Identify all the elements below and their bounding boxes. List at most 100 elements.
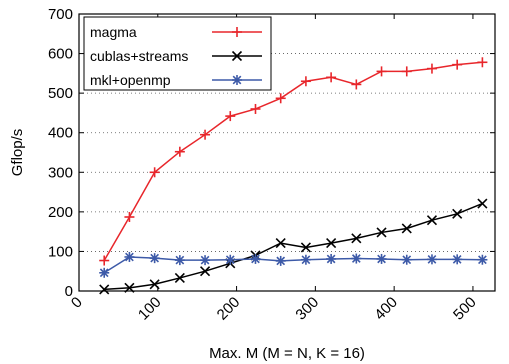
- y-tick-label: 300: [48, 164, 73, 181]
- data-point-stroke: [478, 255, 487, 265]
- y-tick-label: 0: [65, 283, 73, 300]
- data-point: [376, 227, 387, 238]
- data-point-stroke: [377, 254, 386, 264]
- x-tick-label: 200: [214, 294, 244, 324]
- data-point: [99, 267, 110, 278]
- legend-label: magma: [90, 24, 137, 40]
- data-point: [275, 255, 286, 266]
- data-point: [426, 63, 437, 74]
- data-point: [477, 198, 488, 209]
- data-point-stroke: [326, 254, 336, 264]
- data-point-stroke: [174, 272, 185, 284]
- x-axis-title: Max. M (M = N, K = 16): [209, 345, 365, 362]
- data-point-stroke: [301, 255, 311, 265]
- data-point-stroke: [351, 233, 362, 244]
- data-point: [174, 255, 185, 266]
- data-point: [124, 212, 135, 223]
- x-tick-label: 400: [371, 294, 401, 324]
- data-point: [300, 76, 311, 87]
- y-axis-title: Gflop/s: [9, 129, 26, 177]
- plot-frame: [78, 13, 496, 292]
- x-tick-label: 300: [292, 294, 322, 324]
- data-point: [326, 253, 337, 264]
- data-point-stroke: [426, 215, 438, 226]
- legend-label: mkl+openmp: [90, 72, 171, 88]
- legend: magma cublas+streams mkl+openmp: [83, 16, 272, 91]
- data-point-stroke: [199, 266, 211, 277]
- data-point-stroke: [326, 238, 337, 249]
- data-point-stroke: [427, 254, 437, 264]
- data-point-stroke: [452, 208, 463, 219]
- data-point: [200, 255, 211, 266]
- data-point: [99, 255, 110, 266]
- data-point-stroke: [149, 279, 160, 290]
- data-point-stroke: [376, 227, 387, 238]
- series-layer: [99, 57, 488, 295]
- data-point-stroke: [225, 255, 235, 265]
- data-point-stroke: [251, 254, 260, 264]
- data-point-stroke: [477, 198, 488, 209]
- data-point: [351, 79, 362, 90]
- data-point: [199, 266, 211, 277]
- legend-marker: [232, 27, 242, 37]
- data-point-stroke: [275, 238, 286, 249]
- data-point: [401, 254, 412, 265]
- y-tick-label: 200: [48, 204, 73, 221]
- data-point-stroke: [125, 252, 134, 262]
- y-tick-label: 100: [48, 243, 73, 260]
- data-point-stroke: [452, 254, 462, 264]
- data-point: [326, 238, 337, 249]
- data-point: [99, 284, 110, 295]
- series-mkl+openmp: [99, 251, 488, 278]
- data-point: [225, 254, 236, 265]
- data-point: [200, 129, 211, 140]
- data-point-stroke: [200, 255, 210, 265]
- data-point: [452, 208, 463, 219]
- series-line: [103, 256, 483, 274]
- data-point: [351, 233, 362, 244]
- data-point-stroke: [99, 284, 110, 295]
- x-tick-label: 500: [450, 294, 480, 324]
- legend-label: cublas+streams: [90, 48, 188, 64]
- data-point: [174, 272, 185, 284]
- y-tick-label: 700: [48, 6, 73, 23]
- data-point: [426, 215, 438, 226]
- data-point: [426, 254, 437, 265]
- data-point: [149, 167, 160, 178]
- data-point: [250, 103, 261, 114]
- data-point: [376, 253, 387, 264]
- y-tick-label: 400: [48, 125, 73, 142]
- data-point: [300, 242, 311, 253]
- series-magma: [99, 57, 488, 266]
- data-point: [250, 253, 261, 264]
- data-point-stroke: [300, 242, 311, 253]
- legend-marker-stroke: [232, 75, 242, 85]
- axis-ticks: 0 100 200 300 400 500 600 700 0 100 200 300 400 500: [48, 6, 495, 324]
- data-point: [225, 111, 236, 122]
- y-tick-label: 500: [48, 85, 73, 102]
- data-point: [401, 66, 412, 77]
- legend-marker: [231, 50, 243, 62]
- series-line: [103, 61, 483, 261]
- y-tick-label: 600: [48, 46, 73, 63]
- data-point: [477, 254, 488, 265]
- data-point: [300, 254, 311, 265]
- data-point-stroke: [276, 256, 286, 266]
- data-point-stroke: [402, 255, 412, 265]
- data-point: [351, 253, 362, 264]
- x-tick-label: 0: [68, 294, 86, 312]
- legend-marker: [232, 75, 242, 85]
- data-point-stroke: [401, 223, 412, 234]
- data-point: [376, 66, 387, 77]
- data-point: [452, 59, 463, 70]
- data-point: [124, 251, 135, 262]
- series-line: [104, 202, 483, 291]
- data-point: [452, 254, 463, 265]
- series-cublas+streams: [99, 198, 488, 295]
- data-point: [275, 93, 286, 104]
- data-point-stroke: [150, 253, 160, 263]
- x-tick-label: 100: [135, 294, 165, 324]
- data-point: [149, 253, 160, 264]
- data-point-stroke: [351, 254, 361, 263]
